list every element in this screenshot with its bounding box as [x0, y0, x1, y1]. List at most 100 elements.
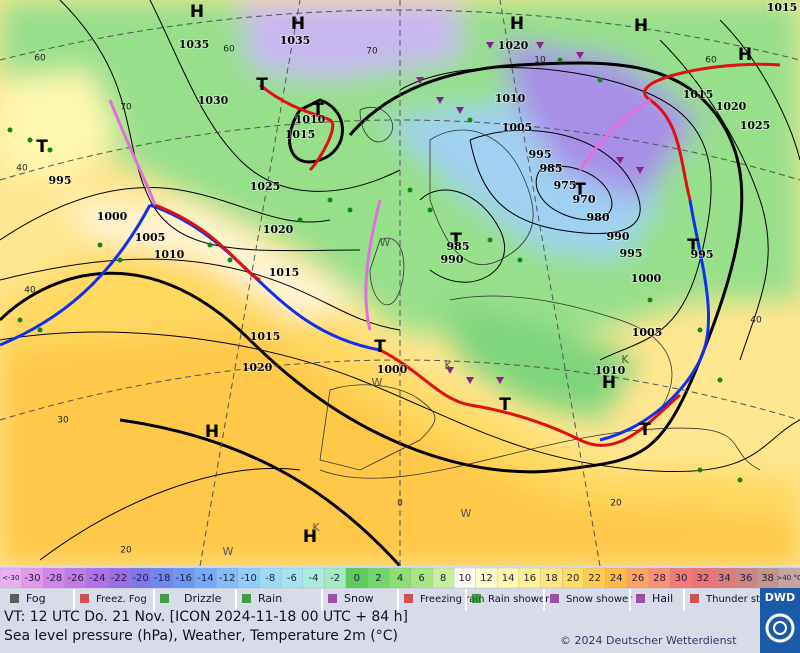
grid-label: 70	[120, 103, 132, 113]
legend-label: Snow shower	[566, 594, 633, 605]
isobar-label: 985	[540, 162, 563, 175]
weather-letter: K	[444, 359, 452, 372]
weather-letter: W	[380, 236, 391, 249]
scale-label: 22	[588, 573, 601, 584]
snow-symbol	[486, 42, 494, 49]
legend-icon	[690, 594, 699, 603]
isobar-label: 1020	[263, 223, 294, 236]
isobar-label: 1010	[495, 92, 526, 105]
fronts	[0, 62, 781, 447]
scale-label: -12	[219, 573, 235, 584]
scale-label: 30	[675, 573, 688, 584]
copyright: © 2024 Deutscher Wetterdienst	[560, 634, 737, 647]
scale-label: -10	[240, 573, 256, 584]
grid-label: 40	[24, 286, 36, 296]
isobar-label: 1020	[498, 39, 529, 52]
grid-label: 40	[16, 164, 28, 174]
isobar-label: 1005	[502, 121, 533, 134]
legend-icon	[636, 594, 645, 603]
rain-symbol	[467, 117, 473, 123]
weather-symbols	[7, 42, 743, 483]
isobar-label: 1000	[631, 272, 662, 285]
grid-label: 70	[366, 47, 378, 57]
rain-symbol	[17, 317, 23, 323]
scale-label: 36	[740, 573, 753, 584]
snow-symbol	[496, 377, 504, 384]
isobar-label: 1025	[250, 180, 281, 193]
rain-symbol	[597, 77, 603, 83]
pressure-center: T	[312, 100, 324, 120]
scale-label: -22	[111, 573, 127, 584]
legend-icon	[472, 594, 481, 603]
rain-symbol	[407, 187, 413, 193]
isobar-label: 1010	[154, 248, 185, 261]
isobar-label: 1025	[740, 119, 771, 132]
scale-label: -4	[309, 573, 319, 584]
scale-label: 14	[502, 573, 515, 584]
rain-symbol	[737, 477, 743, 483]
isobar-label: 1020	[716, 100, 747, 113]
scale-label: >40 °C	[776, 574, 800, 582]
rain-symbol	[487, 237, 493, 243]
scale-label: 8	[440, 573, 446, 584]
grid-label: 10	[534, 56, 546, 66]
legend-label: Freezing rain	[420, 594, 484, 605]
pressure-center: T	[450, 230, 462, 250]
weather-legend: Fog Freez. Fog Drizzle Rain Snow Freezing rai…	[10, 589, 780, 611]
legend-label: Rain shower	[488, 594, 550, 605]
weather-letter: K	[312, 521, 320, 534]
rain-symbol	[207, 242, 213, 248]
isobar-label: 995	[49, 174, 72, 187]
scale-label: -24	[89, 573, 105, 584]
rain-symbol	[717, 377, 723, 383]
weather-letter: W	[223, 545, 234, 558]
weather-letter: W	[461, 507, 472, 520]
legend-icon	[328, 594, 337, 603]
legend-icon	[160, 594, 169, 603]
scale-label: 2	[375, 573, 381, 584]
scale-label: 28	[653, 573, 666, 584]
legend-label: Snow	[344, 592, 374, 605]
description: Sea level pressure (hPa), Weather, Tempe…	[4, 628, 398, 644]
grid-label: 40	[750, 316, 762, 326]
grid-label: 20	[610, 499, 622, 509]
isobar-label: 1015	[285, 128, 316, 141]
rain-symbol	[97, 242, 103, 248]
temperature-scale: <-30 -30 -28 -26 -24 -22 -20 -18 -16 -14 -12 -10 -8-…	[0, 567, 800, 589]
isobar-label: 1015	[250, 330, 281, 343]
scale-label: -20	[132, 573, 148, 584]
pressure-center: T	[574, 180, 586, 200]
grid-label: 0	[397, 499, 403, 509]
grid-label: 60	[705, 56, 717, 66]
scale-label: <-30	[2, 574, 19, 582]
grid-label: 60	[34, 54, 46, 64]
legend-label: Rain	[258, 592, 282, 605]
pressure-center: T	[374, 337, 386, 357]
legend-label: Drizzle	[184, 592, 222, 605]
legend-icon	[242, 594, 251, 603]
legend-icon	[10, 594, 19, 603]
scale-label: 24	[610, 573, 623, 584]
isobar-label: 975	[554, 179, 577, 192]
weather-letter: W	[372, 376, 383, 389]
grid-label: 60	[223, 45, 235, 55]
scale-label: 38	[761, 573, 774, 584]
scale-label: 32	[696, 573, 709, 584]
isobar-label: 1015	[683, 88, 714, 101]
rain-symbol	[347, 207, 353, 213]
rain-symbol	[37, 327, 43, 333]
scale-label: -26	[68, 573, 84, 584]
legend-label: Fog	[26, 592, 46, 605]
rain-symbol	[557, 57, 563, 63]
legend-label: Hail	[652, 592, 673, 605]
legend-icon	[404, 594, 413, 603]
isobar-label: 1035	[179, 38, 210, 51]
grid-label: 30	[57, 416, 69, 426]
scale-label: -30	[24, 573, 40, 584]
isobar-label: 985	[447, 240, 470, 253]
isobar-label: 990	[607, 230, 630, 243]
isobar-label: 970	[573, 193, 596, 206]
rain-symbol	[647, 297, 653, 303]
